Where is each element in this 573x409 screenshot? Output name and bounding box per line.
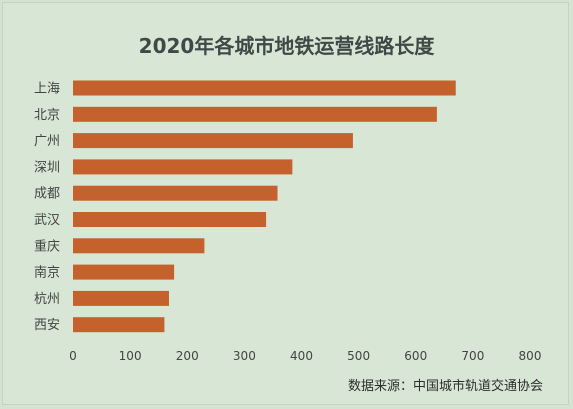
category-label: 重庆 (34, 238, 60, 254)
bar (73, 317, 165, 333)
chart-title: 2020年各城市地铁运营线路长度 (138, 34, 435, 58)
chart-frame (2, 2, 569, 405)
category-label: 南京 (34, 265, 60, 281)
bar (73, 106, 437, 122)
data-source-note: 数据来源：中国城市轨道交通协会 (347, 379, 543, 394)
bar (73, 212, 267, 227)
category-label: 北京 (34, 108, 60, 123)
bar (73, 185, 278, 201)
category-label: 成都 (34, 187, 60, 202)
tick-label: 700 (461, 349, 484, 363)
category-label: 杭州 (34, 292, 60, 307)
tick-label: 800 (519, 349, 542, 363)
tick-label: 500 (347, 349, 370, 363)
category-label: 深圳 (34, 160, 60, 175)
bar (73, 159, 293, 175)
bar (73, 133, 353, 149)
bar (73, 238, 205, 254)
category-label: 武汉 (34, 213, 60, 228)
tick-label: 300 (233, 349, 256, 363)
bar (73, 264, 175, 280)
bar (73, 80, 456, 96)
category-label: 广州 (34, 134, 60, 149)
category-label: 上海 (34, 82, 60, 97)
tick-label: 0 (69, 349, 77, 363)
tick-label: 100 (119, 349, 142, 363)
bars (73, 80, 456, 333)
tick-label: 600 (404, 349, 427, 363)
bar (73, 290, 169, 306)
tick-label: 200 (176, 349, 199, 363)
category-label: 西安 (34, 318, 60, 333)
tick-label: 400 (290, 349, 313, 363)
value-axis: 0 100 200 300 400 500 600 700 800 (69, 349, 541, 363)
